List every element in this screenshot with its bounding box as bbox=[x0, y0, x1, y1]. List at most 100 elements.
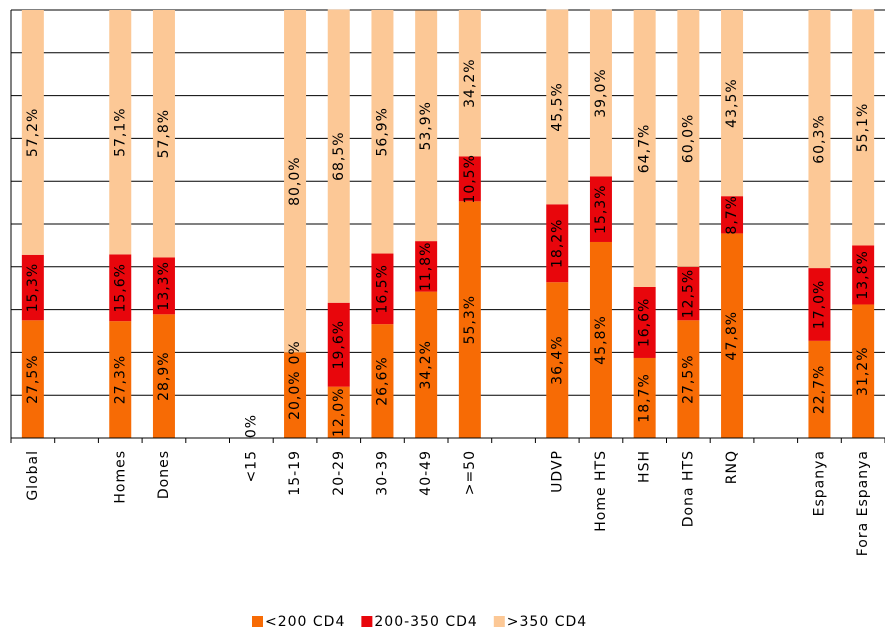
bar-segment bbox=[458, 10, 481, 157]
value-label: 11,8% bbox=[418, 242, 434, 291]
bar-segment bbox=[852, 245, 875, 305]
value-label: 28,9% bbox=[156, 351, 172, 400]
bar-segment bbox=[852, 304, 875, 438]
value-label: 18,2% bbox=[549, 219, 565, 268]
x-tick-label: RNQ bbox=[724, 450, 740, 484]
bar-segment bbox=[109, 321, 132, 438]
bar-segment bbox=[327, 386, 350, 438]
value-label: 68,5% bbox=[331, 131, 347, 180]
x-tick-label: Global bbox=[25, 450, 41, 501]
bar-segment bbox=[327, 9, 350, 303]
legend-swatch bbox=[252, 616, 263, 627]
value-label: 20,0% bbox=[287, 370, 303, 419]
bar-segment bbox=[808, 10, 831, 269]
bar-segment bbox=[721, 196, 744, 234]
legend-label: <200 CD4 bbox=[265, 614, 345, 630]
bar-segment bbox=[284, 352, 307, 438]
value-label: 26,6% bbox=[374, 356, 390, 405]
x-tick-label: Fora Espanya bbox=[855, 450, 871, 556]
value-label: 27,5% bbox=[25, 354, 41, 403]
bar-segment bbox=[677, 266, 700, 321]
bar-segment bbox=[546, 204, 569, 283]
bar-segment bbox=[109, 10, 132, 255]
value-label: 27,5% bbox=[680, 354, 696, 403]
value-label: 34,2% bbox=[418, 340, 434, 389]
value-label: 15,3% bbox=[593, 184, 609, 233]
bar-segment bbox=[109, 254, 132, 322]
bar-segment bbox=[371, 253, 394, 325]
value-label: 17,0% bbox=[811, 280, 827, 329]
x-tick-label: UDVP bbox=[549, 450, 565, 493]
x-tick-label: >=50 bbox=[462, 450, 478, 495]
bar-segment bbox=[852, 9, 875, 246]
value-label: 39,0% bbox=[593, 68, 609, 117]
x-tick-label: 20-29 bbox=[331, 450, 347, 496]
x-tick-label: Home HTS bbox=[593, 450, 609, 532]
bar-segment bbox=[415, 10, 438, 242]
x-tick-label: 40-49 bbox=[418, 450, 434, 496]
value-label: 45,8% bbox=[593, 315, 609, 364]
bar-segment bbox=[371, 324, 394, 438]
bar-segment bbox=[589, 176, 612, 242]
x-tick-label: Homes bbox=[112, 450, 128, 504]
x-tick-label: Dona HTS bbox=[680, 450, 696, 527]
value-label: 0% bbox=[243, 414, 259, 438]
bar-segment bbox=[677, 10, 700, 267]
bar-segment bbox=[327, 302, 350, 387]
bar-segment bbox=[633, 10, 656, 287]
x-tick-label: <15 bbox=[243, 450, 259, 483]
value-label: 45,5% bbox=[549, 82, 565, 131]
bar-segment bbox=[458, 201, 481, 438]
bar-segment bbox=[415, 241, 438, 292]
value-label: 53,9% bbox=[418, 101, 434, 150]
bar-segment bbox=[21, 320, 44, 438]
x-tick-label: HSH bbox=[637, 450, 653, 483]
value-label: 57,8% bbox=[156, 109, 172, 158]
value-label: 55,3% bbox=[462, 295, 478, 344]
bar-segment bbox=[546, 282, 569, 438]
x-tick-label: Dones bbox=[156, 450, 172, 499]
value-label: 27,3% bbox=[112, 355, 128, 404]
value-label: 60,0% bbox=[680, 114, 696, 163]
bar-segment bbox=[721, 10, 744, 197]
legend-label: >350 CD4 bbox=[507, 614, 587, 630]
value-label: 13,8% bbox=[855, 250, 871, 299]
bar-segment bbox=[808, 268, 831, 341]
value-label: 55,1% bbox=[855, 103, 871, 152]
bar-segment bbox=[21, 254, 44, 321]
value-label: 0% bbox=[287, 340, 303, 364]
value-label: 47,8% bbox=[724, 311, 740, 360]
bar-segment bbox=[633, 357, 656, 438]
bar-segment bbox=[284, 10, 307, 353]
x-tick-label: 30-39 bbox=[374, 450, 390, 496]
bar-segment bbox=[808, 340, 831, 438]
bar-segment bbox=[677, 320, 700, 438]
value-label: 19,6% bbox=[331, 320, 347, 369]
value-label: 15,6% bbox=[112, 263, 128, 312]
value-label: 60,3% bbox=[811, 114, 827, 163]
value-label: 18,7% bbox=[637, 373, 653, 422]
value-label: 13,3% bbox=[156, 261, 172, 310]
bar-segment bbox=[415, 291, 438, 438]
x-tick-label: 15-19 bbox=[287, 450, 303, 496]
value-label: 43,5% bbox=[724, 78, 740, 127]
bar-segment bbox=[589, 241, 612, 438]
value-label: 31,2% bbox=[855, 346, 871, 395]
bar-segment bbox=[633, 286, 656, 358]
bar-segment bbox=[458, 156, 481, 202]
value-label: 15,3% bbox=[25, 263, 41, 312]
bar-segment bbox=[152, 314, 175, 438]
value-label: 10,5% bbox=[462, 154, 478, 203]
legend-label: 200-350 CD4 bbox=[374, 614, 477, 630]
bar-segment bbox=[371, 10, 394, 254]
bar-segment bbox=[546, 9, 569, 205]
value-label: 16,5% bbox=[374, 264, 390, 313]
value-label: 34,2% bbox=[462, 58, 478, 107]
value-label: 57,2% bbox=[25, 108, 41, 157]
value-label: 8,7% bbox=[724, 195, 740, 235]
value-label: 36,4% bbox=[549, 335, 565, 384]
value-label: 80,0% bbox=[287, 156, 303, 205]
bar-segment bbox=[721, 233, 744, 438]
value-label: 12,5% bbox=[680, 269, 696, 318]
